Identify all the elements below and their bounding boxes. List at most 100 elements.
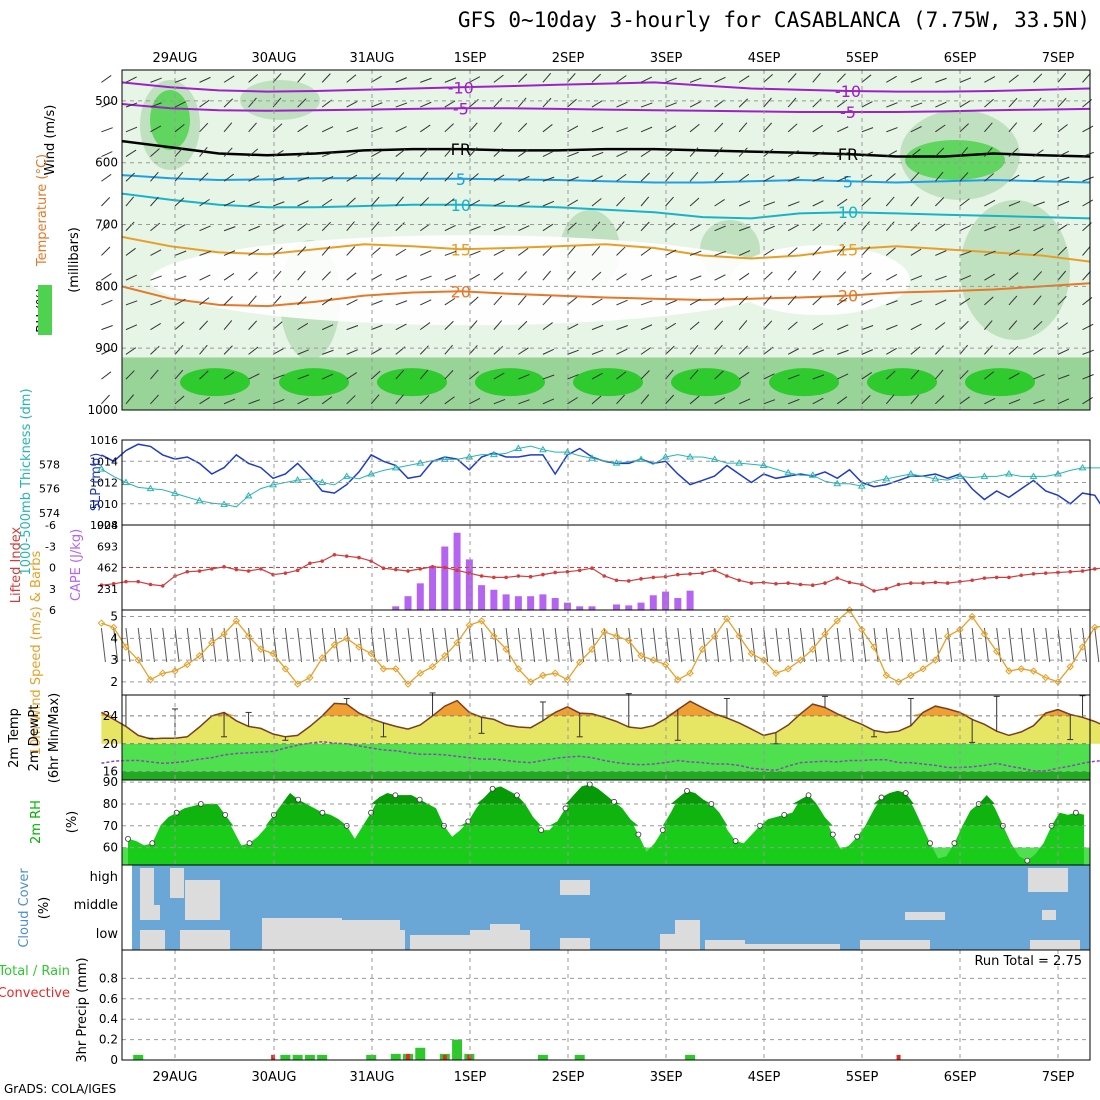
wind-barb xyxy=(763,175,775,182)
wind-barb xyxy=(469,273,480,281)
isotherm-20 xyxy=(121,282,1091,308)
wind-barb xyxy=(763,201,776,207)
wind-barb xyxy=(689,171,699,182)
wind-barb xyxy=(321,221,331,232)
thickness-marker xyxy=(171,489,179,496)
wind-barb xyxy=(886,274,898,281)
wind-barb xyxy=(125,126,138,133)
wind-barb xyxy=(935,395,945,405)
wind-barb xyxy=(984,320,993,330)
wind-speed-point xyxy=(134,656,142,664)
wind-barb xyxy=(518,122,528,133)
li-tick: 0 xyxy=(49,562,56,575)
wind-barb xyxy=(763,73,773,83)
wind-barb xyxy=(616,394,625,405)
cape-bar xyxy=(649,595,657,610)
contour-label: 5 xyxy=(843,172,853,191)
wind-barb xyxy=(125,347,137,355)
wind-barb-10m xyxy=(481,627,487,663)
contour-label: 15 xyxy=(451,240,471,259)
wind-barb xyxy=(542,270,552,281)
wind-barb xyxy=(763,122,773,133)
wind-speed-point xyxy=(318,654,326,662)
cloud-block xyxy=(170,868,184,898)
rh-point xyxy=(732,838,739,844)
wind-barb xyxy=(248,320,258,330)
wind-barb xyxy=(1033,149,1044,157)
rh-patch xyxy=(240,80,320,120)
thickness-marker xyxy=(489,450,498,458)
wind-barb xyxy=(542,200,555,207)
wind-barb xyxy=(101,101,113,108)
precip-total-bar xyxy=(415,1047,426,1060)
axis-label: Lifted Index xyxy=(9,526,24,603)
wind-barb xyxy=(468,345,478,355)
wind-barb xyxy=(199,99,210,108)
wind-barb xyxy=(714,344,723,355)
wind-barb xyxy=(1033,122,1043,133)
li-tick: -3 xyxy=(45,540,56,553)
contour-label: -10 xyxy=(835,82,861,101)
wind-barb xyxy=(1008,320,1018,330)
wind-speed-point xyxy=(1029,667,1038,675)
wind-barb xyxy=(493,372,505,380)
wind-barb xyxy=(714,225,726,232)
wind-barb xyxy=(640,347,652,355)
wind-speed-point xyxy=(1017,665,1025,673)
wind-barb-10m xyxy=(137,627,143,663)
wind-barb xyxy=(689,275,702,281)
wind-barb xyxy=(150,322,161,331)
wind-barb xyxy=(1082,323,1094,331)
wind-barb xyxy=(493,272,504,281)
cloud-block xyxy=(180,930,230,950)
wind-speed-point xyxy=(882,671,891,680)
cape-bar xyxy=(539,594,547,610)
wind-barb-10m xyxy=(910,627,916,663)
date-label-top: 30AUG xyxy=(251,51,296,66)
wind-barb xyxy=(984,225,996,232)
wind-barb-10m xyxy=(836,627,842,663)
wind-speed-point xyxy=(980,630,989,638)
wind-barb xyxy=(199,397,210,405)
wind-barb xyxy=(886,324,898,331)
wind-barb xyxy=(861,246,871,256)
wind-barb xyxy=(518,347,529,355)
wind-barb-10m xyxy=(959,627,965,663)
lifted-index-point xyxy=(798,582,803,587)
wind-barb xyxy=(101,394,110,405)
thickness-marker xyxy=(146,484,155,492)
wind-barb-10m xyxy=(419,627,425,663)
wind-speed-point xyxy=(845,606,854,614)
wind-barb xyxy=(346,349,358,355)
wind-barb xyxy=(297,349,309,355)
moist-core xyxy=(279,368,349,397)
lifted-index-point xyxy=(737,578,741,583)
wind-speed-point xyxy=(919,665,927,673)
wind-barb-10m xyxy=(370,627,376,663)
wind-barb xyxy=(150,196,159,207)
wind-barb-10m xyxy=(579,627,585,663)
wind-barb xyxy=(542,322,553,331)
wind-barb xyxy=(1057,97,1067,108)
lifted-index-point xyxy=(295,568,300,573)
axis-label: 2m RH xyxy=(29,800,44,844)
wind-barb xyxy=(665,322,677,331)
wind-barb xyxy=(493,174,505,182)
moist-core xyxy=(180,368,250,397)
wind-barb xyxy=(886,347,897,355)
cloud-block xyxy=(410,935,470,950)
wind-speed-point xyxy=(551,669,559,677)
wind-barb xyxy=(518,97,527,108)
wind-barb xyxy=(199,147,208,157)
wind-barb xyxy=(518,225,530,232)
wind-barb xyxy=(542,124,553,133)
thickness-line xyxy=(101,445,1100,508)
wind-barb xyxy=(984,98,994,108)
wind-barb-10m xyxy=(199,627,205,663)
wind-barb xyxy=(199,172,209,182)
wind-barb xyxy=(861,74,872,83)
rh-point xyxy=(781,811,788,818)
wind-barb xyxy=(640,394,650,405)
wind-barb xyxy=(468,320,478,330)
rh-tick: 90 xyxy=(103,775,118,789)
